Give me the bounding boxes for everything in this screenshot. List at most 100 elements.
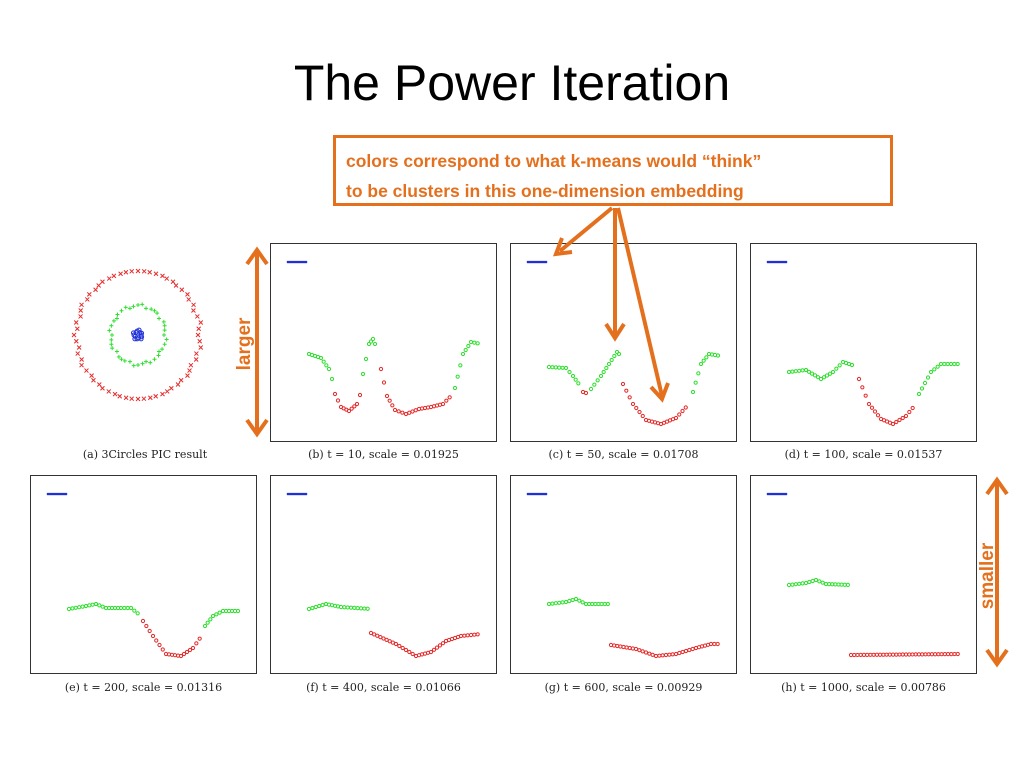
red-cluster-point [431,647,437,652]
green-cluster-point [598,373,604,379]
red-cluster-point [667,652,672,657]
panel-b-caption: (b) t = 10, scale = 0.01925 [308,448,459,461]
red-cluster-point [89,373,94,378]
green-cluster-point [475,341,480,346]
green-cluster-point [553,365,558,370]
green-cluster-point [800,368,805,373]
green-cluster-point [114,349,119,354]
green-cluster-point [573,596,579,602]
green-cluster-point [358,606,364,611]
green-cluster-point [701,358,706,363]
red-cluster-point [135,268,141,274]
red-cluster-point [916,652,922,657]
red-cluster-point [897,417,902,423]
red-cluster-point [160,391,165,397]
red-cluster-point [627,395,632,400]
green-cluster-point [321,359,326,364]
red-cluster-point [184,649,190,655]
red-cluster-point [349,406,354,411]
green-cluster-point [372,341,378,347]
blue-cluster-point [770,492,774,496]
red-cluster-point [913,652,918,657]
green-cluster-point [807,579,812,585]
red-cluster-point [920,652,925,657]
blue-cluster-point [778,260,782,264]
red-cluster-point [939,652,944,657]
blue-cluster-point [139,330,145,336]
green-cluster-point [830,369,836,375]
blue-cluster-point [782,260,786,264]
green-cluster-point [466,343,471,349]
red-cluster-point [434,645,440,650]
green-cluster-point [70,606,75,611]
red-cluster-point [878,652,883,657]
green-cluster-point [338,604,344,610]
green-cluster-point [148,360,153,365]
red-cluster-point [194,314,200,319]
red-cluster-point [900,652,905,657]
red-cluster-point [191,302,196,308]
red-cluster-point [863,393,868,398]
green-cluster-point [152,357,157,362]
green-cluster-point [845,582,850,587]
green-cluster-point [363,356,369,362]
red-cluster-point [79,362,84,368]
red-cluster-point [462,633,467,638]
red-cluster-point [881,652,886,657]
red-cluster-point [147,628,152,634]
red-cluster-point [129,396,135,402]
green-cluster-point [818,376,824,382]
red-cluster-point [465,633,470,638]
green-cluster-point [329,376,335,382]
red-cluster-point [475,632,480,637]
green-cluster-point [935,364,940,369]
green-cluster-point [217,610,222,615]
blue-cluster-point [772,260,776,264]
blue-cluster-point [768,492,772,496]
red-cluster-point [407,649,412,655]
green-cluster-point [360,371,366,377]
red-cluster-point [168,385,174,391]
green-cluster-point [813,577,819,583]
red-cluster-point [178,377,184,383]
blue-cluster-point [780,492,784,496]
red-cluster-point [403,411,409,417]
red-cluster-point [73,320,79,325]
red-cluster-point [106,389,112,394]
panel-a-plot [60,245,230,445]
green-cluster-point [797,581,802,586]
red-cluster-point [178,653,184,659]
green-cluster-point [109,323,114,328]
red-cluster-point [384,393,390,399]
blue-cluster-point [778,492,782,496]
green-cluster-point [952,361,957,367]
red-cluster-point [900,415,905,421]
blue-cluster-point [538,492,542,496]
red-cluster-point [160,647,165,652]
red-cluster-point [181,651,187,657]
red-cluster-point [926,652,931,657]
green-cluster-point [797,368,802,373]
red-cluster-point [855,652,860,658]
blue-cluster-point [139,334,145,340]
green-cluster-point [164,337,169,342]
green-cluster-point [77,605,82,610]
green-cluster-point [128,605,134,611]
panel-e-plot [30,475,257,674]
green-cluster-point [942,361,947,367]
green-cluster-point [125,605,130,611]
green-cluster-point [90,602,95,607]
red-cluster-point [197,636,202,641]
red-cluster-point [894,419,899,425]
green-cluster-point [948,361,954,367]
red-cluster-point [153,271,159,277]
red-cluster-point [680,408,685,414]
red-cluster-point [673,651,679,657]
green-cluster-point [609,357,614,363]
red-cluster-point [869,405,875,410]
red-cluster-point [352,404,357,409]
blue-cluster-point [286,492,290,496]
green-cluster-point [80,604,85,609]
green-cluster-point [97,603,102,608]
red-cluster-point [955,651,960,657]
